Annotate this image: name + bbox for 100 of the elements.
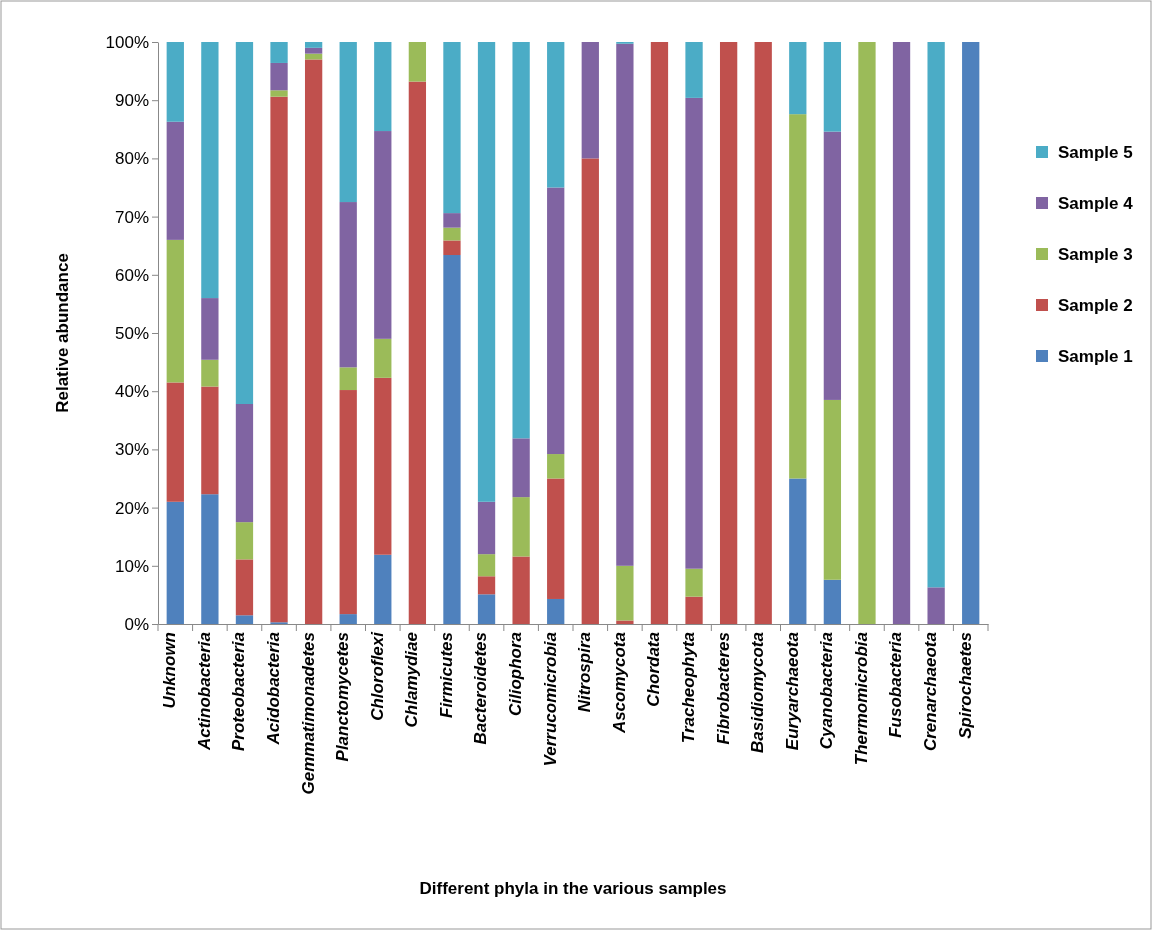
- bar: [477, 594, 496, 624]
- bar: [892, 42, 911, 624]
- y-tick-label: 80%: [114, 149, 149, 169]
- x-tick-label: Proteobacteria: [229, 632, 249, 752]
- bar: [512, 556, 530, 624]
- legend-label: Sample 5: [1058, 142, 1133, 162]
- legend-label: Sample 3: [1058, 244, 1133, 264]
- x-tick-label: Tracheophyta: [678, 632, 698, 744]
- bar: [339, 367, 357, 391]
- bar: [547, 478, 565, 599]
- bar: [685, 42, 703, 98]
- bar: [201, 42, 219, 299]
- bar: [719, 42, 738, 624]
- bar: [685, 568, 703, 597]
- bar: [304, 59, 323, 624]
- x-tick-label: Verrucomicrobia: [540, 632, 560, 767]
- bar: [512, 438, 530, 498]
- y-tick-label: 100%: [105, 32, 149, 52]
- bar: [512, 42, 530, 439]
- y-tick-label: 10%: [114, 556, 149, 576]
- x-tick-label: Acidobacteria: [263, 632, 283, 746]
- bar: [339, 42, 357, 203]
- bar: [443, 42, 461, 214]
- y-tick-label: 40%: [114, 382, 149, 402]
- bar: [616, 620, 634, 624]
- bar: [823, 131, 842, 400]
- bar: [235, 522, 254, 560]
- x-tick-label: Ascomycota: [609, 632, 629, 735]
- bar: [477, 501, 496, 555]
- x-tick-label: Firmicutes: [436, 632, 456, 718]
- bar: [408, 42, 427, 82]
- bar: [823, 42, 842, 132]
- bar: [581, 42, 599, 159]
- bar: [270, 90, 288, 97]
- y-tick-label: 70%: [114, 207, 149, 227]
- x-tick-label: Chlamydiae: [402, 632, 422, 728]
- bar: [201, 359, 219, 387]
- bar: [685, 97, 703, 569]
- bar: [166, 121, 184, 240]
- bar: [477, 42, 496, 502]
- legend-label: Sample 2: [1058, 295, 1133, 315]
- bar: [270, 62, 288, 91]
- x-tick-label: Chordata: [644, 632, 664, 707]
- bar: [339, 390, 357, 615]
- x-tick-label: Chloroflexi: [367, 630, 387, 721]
- bar: [374, 377, 392, 555]
- bar: [339, 614, 357, 624]
- bar: [374, 554, 392, 624]
- bar: [477, 554, 496, 577]
- bar: [443, 240, 461, 256]
- y-tick-label: 60%: [114, 265, 149, 285]
- bar: [235, 42, 254, 404]
- y-axis-title: Relative abundance: [53, 253, 72, 413]
- bar: [166, 239, 184, 383]
- bar: [927, 587, 945, 624]
- bar: [235, 559, 254, 616]
- bar: [789, 42, 807, 115]
- bar: [270, 96, 288, 623]
- bar: [201, 298, 219, 360]
- bar: [823, 399, 842, 580]
- bar: [304, 42, 323, 48]
- bar: [374, 338, 392, 378]
- bar: [443, 227, 461, 241]
- legend-label: Sample 4: [1058, 193, 1134, 213]
- x-axis-title: Different phyla in the various samples: [419, 879, 727, 898]
- bar: [270, 42, 288, 63]
- bar: [547, 454, 565, 479]
- bar: [616, 43, 634, 566]
- bar: [339, 202, 357, 368]
- y-tick-label: 50%: [114, 323, 149, 343]
- y-tick-label: 20%: [114, 498, 149, 518]
- bar: [547, 187, 565, 455]
- bar: [374, 131, 392, 339]
- bar: [547, 42, 565, 188]
- x-tick-label: Ciliophora: [506, 632, 526, 717]
- bar: [581, 158, 599, 624]
- bar: [616, 565, 634, 621]
- bar: [408, 81, 427, 624]
- bar: [201, 494, 219, 624]
- bar: [235, 615, 254, 624]
- bar: [374, 42, 392, 132]
- x-tick-label: Thermomicrobia: [851, 632, 871, 766]
- bar: [166, 42, 184, 122]
- x-tick-label: Crenarchaeota: [921, 632, 941, 752]
- bar: [789, 478, 807, 624]
- y-tick-label: 0%: [124, 614, 149, 634]
- bar: [789, 114, 807, 479]
- x-tick-label: Bacteroidetes: [471, 632, 491, 745]
- bar: [685, 596, 703, 624]
- bar: [650, 42, 669, 624]
- x-tick-label: Fusobacteria: [886, 632, 906, 738]
- x-tick-label: Spirochaetes: [955, 632, 975, 739]
- bar: [823, 579, 842, 624]
- x-tick-label: Nitrospira: [575, 632, 595, 713]
- legend-label: Sample 1: [1058, 346, 1133, 366]
- bar: [166, 382, 184, 502]
- bar: [443, 213, 461, 228]
- bar: [927, 42, 945, 588]
- x-tick-label: Euryarchaeota: [782, 632, 802, 751]
- x-tick-label: Unknown: [160, 632, 180, 709]
